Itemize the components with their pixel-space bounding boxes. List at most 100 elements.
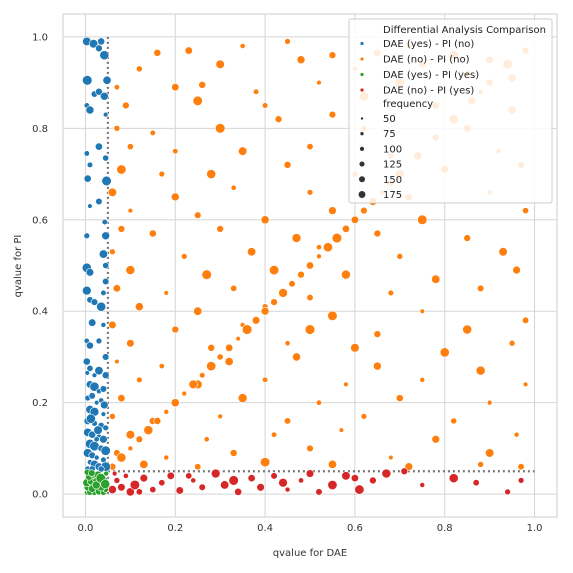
data-point [181, 253, 188, 260]
data-point [387, 289, 394, 297]
data-point [448, 473, 459, 484]
data-point [508, 339, 516, 347]
y-tick-label: 0.6 [32, 215, 48, 226]
data-point [139, 459, 149, 469]
data-point [201, 269, 212, 280]
data-point [229, 449, 238, 457]
data-point [485, 448, 495, 458]
data-point [256, 483, 265, 492]
data-point [95, 337, 103, 345]
data-point [328, 51, 337, 59]
data-point [343, 381, 349, 388]
data-point [88, 469, 96, 477]
legend-size-label: 75 [383, 129, 396, 140]
data-point [517, 463, 525, 471]
data-point [88, 392, 96, 400]
data-point [517, 477, 525, 484]
data-point [94, 366, 104, 376]
data-point [102, 111, 109, 118]
data-point [278, 477, 288, 488]
data-point [220, 480, 230, 490]
data-point [136, 376, 143, 384]
data-point [143, 425, 154, 436]
series-2 [82, 468, 111, 496]
legend-hue-label: DAE (no) - PI (yes) [383, 86, 474, 97]
data-point [396, 253, 404, 260]
data-point [101, 175, 112, 186]
x-tick-label: 0.6 [347, 523, 363, 534]
legend-hue-marker [360, 41, 364, 46]
legend-size-marker [359, 161, 365, 167]
data-point [185, 472, 193, 480]
data-point [127, 445, 134, 452]
data-point [328, 110, 337, 119]
data-point [216, 225, 224, 233]
data-point [350, 474, 359, 483]
y-tick-label: 0.8 [32, 124, 48, 135]
data-point [163, 409, 170, 415]
data-point [341, 471, 351, 481]
data-point [113, 124, 121, 132]
legend-hue-label: DAE (yes) - PI (yes) [383, 70, 479, 81]
data-point [101, 231, 110, 241]
data-point [253, 88, 260, 95]
data-point [261, 102, 269, 109]
data-point [107, 485, 117, 495]
data-point [153, 48, 162, 57]
data-point [228, 475, 239, 486]
data-point [93, 425, 103, 435]
data-point [127, 207, 134, 214]
data-point [419, 308, 425, 314]
data-point [158, 479, 166, 487]
data-point [175, 486, 184, 495]
data-point [235, 335, 241, 342]
data-point [241, 324, 253, 335]
data-point [100, 445, 111, 456]
data-point [239, 43, 246, 49]
data-point [522, 381, 529, 388]
legend-size-label: 150 [383, 175, 402, 186]
data-point [463, 234, 471, 242]
data-point [193, 306, 203, 316]
legend-size-marker [360, 117, 364, 120]
legend-hue-marker [360, 72, 364, 77]
data-point [135, 488, 143, 496]
y-tick-labels: 0.0 0.2 0.4 0.6 0.8 1.0 [32, 32, 48, 500]
data-point [203, 436, 210, 443]
data-point [354, 484, 365, 495]
data-point [206, 361, 217, 372]
data-point [102, 277, 110, 286]
data-point [91, 372, 98, 379]
data-point [88, 39, 99, 49]
data-point [260, 457, 271, 468]
data-point [206, 169, 217, 179]
data-point [217, 413, 223, 420]
data-point [431, 274, 441, 284]
data-point [95, 87, 103, 96]
data-point [158, 363, 165, 370]
data-point [134, 302, 144, 312]
data-point [237, 393, 248, 403]
data-point [262, 376, 269, 383]
data-point [513, 431, 520, 438]
data-point [207, 343, 216, 352]
data-point [419, 377, 426, 383]
data-point [360, 206, 368, 215]
data-point [316, 244, 322, 251]
legend-hue-title: Differential Analysis Comparison [383, 25, 546, 36]
x-tick-label: 0.8 [437, 523, 453, 534]
data-point [298, 477, 304, 484]
data-point [477, 461, 484, 468]
data-point [327, 310, 338, 321]
data-point [450, 417, 458, 425]
data-point [149, 486, 157, 494]
legend-size-marker [359, 176, 365, 183]
data-point [108, 320, 117, 330]
data-point [251, 316, 261, 325]
data-point [135, 435, 144, 443]
data-point [83, 232, 91, 239]
data-point [126, 143, 134, 151]
data-point [260, 306, 270, 316]
data-point [327, 479, 338, 490]
data-point [271, 431, 278, 438]
